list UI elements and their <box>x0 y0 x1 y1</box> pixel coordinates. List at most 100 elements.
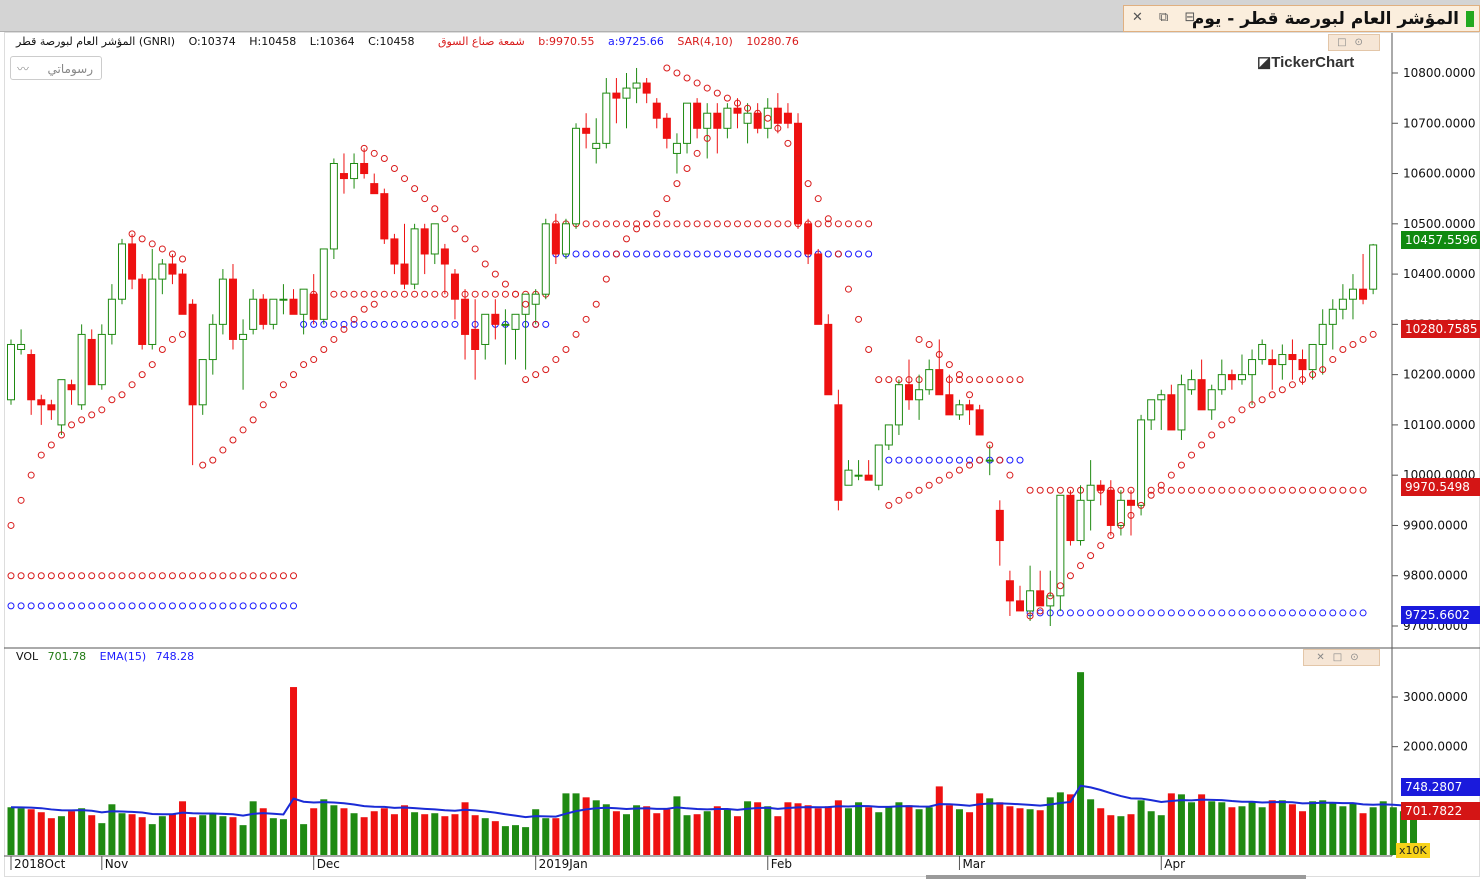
volume-bar <box>542 818 550 855</box>
time-tick-label: 2018Oct <box>14 857 66 871</box>
sar-dot <box>643 220 651 228</box>
sar-dot <box>683 165 691 173</box>
sar-dot <box>128 230 136 238</box>
volume-bar <box>380 808 388 855</box>
a-level-dot <box>945 456 953 464</box>
volume-bar <box>582 797 590 855</box>
volume-bar <box>1107 815 1115 855</box>
sar-dot <box>663 195 671 203</box>
sar-dot <box>370 149 378 157</box>
candle-body <box>713 112 722 129</box>
sar-dot <box>744 104 752 112</box>
volume-bar <box>673 796 681 855</box>
b-level-dot <box>996 376 1004 384</box>
a-level-dot <box>128 602 136 610</box>
a-level-dot <box>118 602 126 610</box>
sar-dot <box>47 441 55 449</box>
candle-body <box>370 183 379 195</box>
a-level-dot <box>340 320 348 328</box>
pen-icon: 〰 <box>17 62 30 76</box>
candle-body <box>208 323 217 361</box>
candle-body <box>57 379 66 426</box>
sar-dot <box>582 315 590 323</box>
candle-body <box>239 333 248 340</box>
a-level-dot <box>1107 609 1115 617</box>
b-level-dot <box>855 220 863 228</box>
candle-body <box>440 248 449 265</box>
candle-body <box>350 162 359 180</box>
a-level-dot <box>279 602 287 610</box>
drawings-button[interactable]: 〰 رسوماتي <box>10 56 102 80</box>
sar-dot <box>784 139 792 147</box>
sar-dot <box>7 521 15 529</box>
b-level-dot <box>290 572 298 580</box>
b-level-dot <box>1016 376 1024 384</box>
volume-bar <box>865 807 873 855</box>
volume-bar <box>1177 794 1185 855</box>
volume-info-row: VOL 701.78 EMA(15) 748.28 <box>16 650 200 663</box>
volume-bar <box>431 813 439 855</box>
a-level-dot <box>1157 609 1165 617</box>
b-level-dot <box>1188 486 1196 494</box>
volume-bar <box>1278 800 1286 855</box>
candle-body <box>1318 323 1327 345</box>
a-level-dot <box>138 602 146 610</box>
b-level-dot <box>471 290 479 298</box>
candle-body <box>521 293 530 315</box>
title-accent-icon <box>1466 11 1474 27</box>
volume-bar <box>784 802 792 855</box>
volume-panel-controls[interactable]: ✕□⊙ <box>1303 649 1380 666</box>
ema-volume-label: 748.2807 <box>1401 778 1480 796</box>
a-level-dot <box>855 250 863 258</box>
volume-bar <box>895 802 903 855</box>
a-level-dot <box>744 250 752 258</box>
b-level-dot <box>885 376 893 384</box>
b-level-dot <box>1198 486 1206 494</box>
volume-bar <box>128 814 136 855</box>
horizontal-scrollbar[interactable] <box>926 875 1306 879</box>
candle-body <box>77 333 86 406</box>
b-level-dot <box>481 290 489 298</box>
window-control-buttons[interactable]: ✕ ⧉ ⊟ <box>1132 10 1202 25</box>
a-level-dot <box>955 456 963 464</box>
sar-dot <box>512 290 519 298</box>
a-level-dot <box>57 602 65 610</box>
candle-body <box>925 369 934 391</box>
candle-body <box>360 162 369 175</box>
a-level-dot <box>360 320 368 328</box>
candle-body <box>249 298 258 330</box>
b-level-dot <box>390 290 398 298</box>
b-level-dot <box>27 572 35 580</box>
candle-body <box>491 313 500 325</box>
a-level-dot <box>1006 456 1014 464</box>
sar-dot <box>421 195 429 203</box>
b-level-dot <box>976 376 984 384</box>
sar-dot <box>673 180 681 188</box>
candle-body <box>481 313 490 345</box>
sar-dot <box>814 195 822 203</box>
price-tick-label: 10200.0000 <box>1403 368 1476 382</box>
ema-value: 748.28 <box>155 650 195 663</box>
sar-dot <box>532 371 540 379</box>
candle-body <box>632 82 641 89</box>
candle-body <box>67 384 76 391</box>
candle-body <box>1116 499 1125 526</box>
sar-dot <box>17 496 25 504</box>
volume-bar <box>1248 802 1256 855</box>
sar-dot <box>1097 542 1105 550</box>
a-level-dot <box>1248 609 1256 617</box>
b-level-dot <box>1268 486 1276 494</box>
price-panel-controls[interactable]: □⊙ <box>1328 34 1380 51</box>
candle-body <box>652 102 661 119</box>
sar-dot <box>57 431 65 439</box>
candle-body <box>1086 484 1095 501</box>
candle-body <box>309 293 318 320</box>
volume-bar <box>1137 800 1145 855</box>
volume-bar <box>37 812 45 855</box>
volume-bar <box>935 786 943 855</box>
candle-body <box>178 273 187 315</box>
sar-dot <box>1157 481 1165 489</box>
volume-bar <box>1319 800 1327 855</box>
sar-price-label: 10280.7585 <box>1401 320 1480 338</box>
